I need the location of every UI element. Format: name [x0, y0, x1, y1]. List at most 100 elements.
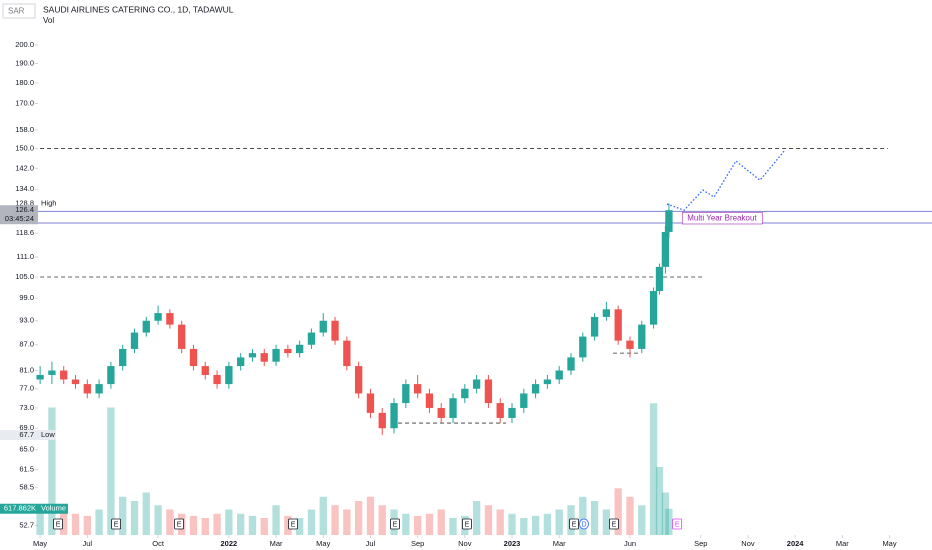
symbol-title: SAUDI AIRLINES CATERING CO., 1D, TADAWUL [43, 4, 234, 14]
candle-body [83, 384, 91, 394]
candle-body [225, 366, 233, 385]
candle-body [95, 384, 103, 394]
event-marker[interactable] [579, 518, 589, 530]
candle-body [343, 340, 351, 367]
currency-box[interactable] [2, 3, 36, 19]
candle-body [638, 324, 646, 349]
y-tick-label: 142.0 [15, 163, 34, 172]
event-label[interactable]: E [465, 521, 470, 528]
candle-body [496, 403, 504, 418]
y-tick-label: 77.0 [19, 384, 34, 393]
high-label: High [41, 198, 56, 207]
x-tick-label: Mar [270, 539, 283, 548]
event-label[interactable]: D [581, 521, 586, 528]
countdown: 03:45:24 [5, 214, 34, 223]
event-marker[interactable] [672, 518, 683, 530]
event-label[interactable]: E [114, 521, 119, 528]
candle-body [201, 366, 209, 375]
y-tick-label: 190.0 [15, 58, 34, 67]
x-tick-label: Mar [553, 539, 566, 548]
event-label[interactable]: E [291, 521, 296, 528]
last-price: 126.4 [15, 205, 34, 214]
x-tick-label: 2022 [221, 539, 238, 548]
candle-body [307, 332, 316, 345]
candle-body [272, 348, 280, 362]
event-label[interactable]: E [572, 521, 577, 528]
volume-bar [413, 515, 422, 535]
candle-body [531, 384, 540, 394]
volume-label: Volume [41, 504, 66, 513]
x-tick-label: Jul [366, 539, 376, 548]
volume-bar [237, 513, 245, 535]
volume-bar [71, 513, 80, 535]
last-volume: 617.862K [4, 504, 36, 513]
y-tick-label: 170.0 [15, 98, 34, 107]
last-volume-bg [0, 503, 38, 514]
y-tick-label: 52.7 [19, 520, 34, 529]
event-marker[interactable] [390, 518, 400, 530]
event-marker[interactable] [53, 518, 63, 530]
x-tick-label: Sep [694, 539, 707, 548]
event-label[interactable]: E [612, 521, 617, 528]
candle-body [402, 384, 410, 404]
low-tag [38, 430, 56, 441]
candle-body [555, 370, 563, 380]
event-label[interactable]: E [393, 521, 398, 528]
volume-tag [38, 503, 68, 514]
candle-body [655, 266, 664, 292]
y-tick-label: 200.0 [15, 40, 34, 49]
event-marker[interactable] [569, 518, 579, 530]
y-tick-label: 73.0 [19, 403, 34, 412]
x-tick-label: Jun [624, 539, 636, 548]
volume-bar [225, 509, 233, 535]
volume-bar [472, 501, 481, 535]
volume-bar [189, 515, 198, 535]
volume-bar [626, 496, 634, 535]
indicator-label: Vol [43, 16, 54, 25]
volume-bar [590, 501, 599, 535]
candle-body [614, 309, 622, 341]
currency[interactable]: SAR [8, 7, 25, 16]
volume-bar [661, 492, 670, 535]
y-tick-label: 93.0 [19, 316, 34, 325]
candle-body [319, 320, 327, 333]
volume-bar [555, 509, 563, 535]
volume-bar [508, 513, 516, 535]
volume-bar [95, 509, 103, 535]
event-label[interactable]: E [177, 521, 182, 528]
volume-bar [366, 496, 375, 535]
candle-body [626, 340, 634, 349]
volume-bar [614, 488, 622, 535]
x-tick-label: 2024 [787, 539, 805, 548]
event-label[interactable]: E [56, 521, 61, 528]
candle-body [284, 348, 292, 354]
event-marker[interactable] [288, 518, 298, 530]
x-tick-label: May [882, 539, 896, 548]
event-marker[interactable] [609, 518, 619, 530]
event-marker[interactable] [174, 518, 184, 530]
event-marker[interactable] [111, 518, 121, 530]
candle-body [48, 370, 56, 375]
volume-bar [331, 505, 339, 535]
volume-bar [354, 501, 363, 535]
y-tick-label: 61.5 [19, 465, 34, 474]
event-marker[interactable] [462, 518, 472, 530]
x-tick-label: May [33, 539, 47, 548]
candle-body [119, 348, 127, 367]
candle-body [36, 374, 44, 380]
volume-bar [154, 505, 162, 535]
event-label[interactable]: E [675, 521, 680, 528]
volume-bar [638, 505, 646, 535]
candle-body [248, 353, 257, 358]
candle-body [130, 332, 139, 349]
volume-bar [213, 513, 221, 535]
candle-body [189, 348, 198, 367]
y-tick-label: 180.0 [15, 78, 34, 87]
volume-bar [260, 518, 268, 535]
volume-bar [602, 509, 611, 535]
low-bg [0, 430, 38, 441]
candle-body [661, 231, 670, 267]
volume-bar [449, 518, 457, 535]
volume-bar [425, 513, 434, 535]
